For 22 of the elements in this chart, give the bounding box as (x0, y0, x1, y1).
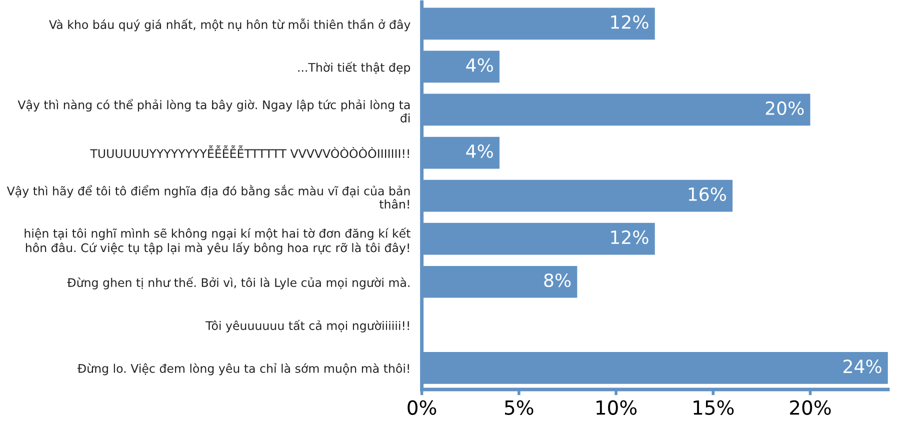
y-tick-label: Và kho báu quý giá nhất, một nụ hôn từ mỗi thiên thần ở đây (49, 18, 410, 32)
data-label: 4% (466, 58, 493, 72)
x-tick-label: 0% (408, 400, 436, 415)
data-label: 16% (688, 187, 726, 202)
x-tick-label: 20% (790, 400, 831, 415)
y-tick-label: Vậy thì hãy để tôi tô điểm nghĩa địa đó bằng sắc màu vĩ đại của bản thân! (6, 184, 410, 209)
data-label: 24% (844, 360, 882, 374)
y-tick-label: Đừng lo. Việc đem lòng yêu ta chỉ là sớm muộn mà thôi! (77, 363, 409, 376)
y-tick-label: Vậy thì nàng có thể phải lòng ta bây giờ. Ngay lập tức phải lòng ta đi (18, 98, 410, 122)
x-tick-label: 15% (694, 400, 734, 415)
y-tick-label: ...Thời tiết thật đẹp (298, 62, 410, 74)
y-tick-label: hiện tại tôi nghĩ mình sẽ không ngại kí một hai tờ đơn đăng kí kết hôn đâu. Cứ việc tụ tập lại mà yêu lấy bông hoa rực rỡ là tôi đây! (24, 228, 410, 255)
y-tick-label: Tôi yêuuuuuu tất cả mọi ngườiiiiii!! (206, 320, 409, 332)
y-tick-label: TUUUUUUYYYYYYYYỄỄỄỄỄTTTTTT VVVVVÒÒÒÒÒIIIIIII!! (90, 145, 409, 158)
data-label: 12% (611, 230, 648, 244)
data-label: 8% (544, 273, 571, 288)
y-tick-label: Đừng ghen tị như thế. Bởi vì, tôi là Lyle của mọi người mà. (67, 276, 410, 290)
x-tick-label: 10% (596, 400, 637, 415)
data-label: 20% (766, 101, 804, 115)
x-tick-label: 5% (504, 400, 534, 415)
data-label: 12% (611, 15, 648, 29)
data-label: 4% (466, 144, 493, 158)
